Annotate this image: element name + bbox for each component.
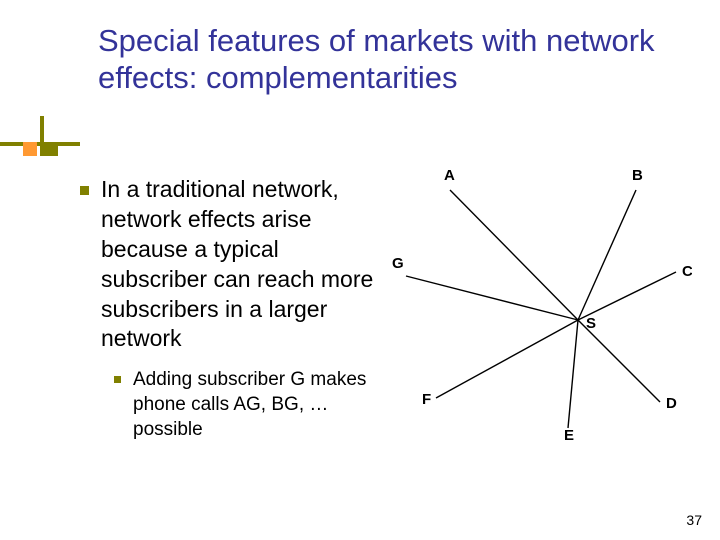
- svg-text:A: A: [444, 168, 455, 184]
- accent-square-olive: [44, 142, 58, 156]
- bullet-sub: Adding subscriber G makes phone calls AG…: [114, 368, 380, 442]
- bullet-square-icon: [114, 376, 121, 383]
- svg-text:S: S: [586, 315, 596, 332]
- svg-text:B: B: [632, 168, 643, 184]
- svg-text:D: D: [666, 395, 677, 412]
- svg-text:G: G: [392, 255, 404, 272]
- bullet-square-icon: [80, 186, 89, 195]
- body-left: In a traditional network, network effect…: [80, 175, 380, 456]
- slide: Special features of markets with network…: [0, 0, 720, 540]
- network-diagram: S A B C D E F G: [392, 168, 692, 468]
- svg-text:F: F: [422, 391, 431, 408]
- bullet-main-text: In a traditional network, network effect…: [101, 175, 380, 354]
- network-svg: S A B C D E F G: [392, 168, 692, 468]
- page-title: Special features of markets with network…: [98, 22, 678, 96]
- title-block: Special features of markets with network…: [98, 22, 678, 96]
- bullet-main: In a traditional network, network effect…: [80, 175, 380, 354]
- bullet-sub-text: Adding subscriber G makes phone calls AG…: [133, 368, 380, 442]
- svg-text:C: C: [682, 263, 692, 280]
- accent-square-orange: [23, 142, 37, 156]
- page-number: 37: [686, 512, 702, 528]
- svg-text:E: E: [564, 427, 574, 444]
